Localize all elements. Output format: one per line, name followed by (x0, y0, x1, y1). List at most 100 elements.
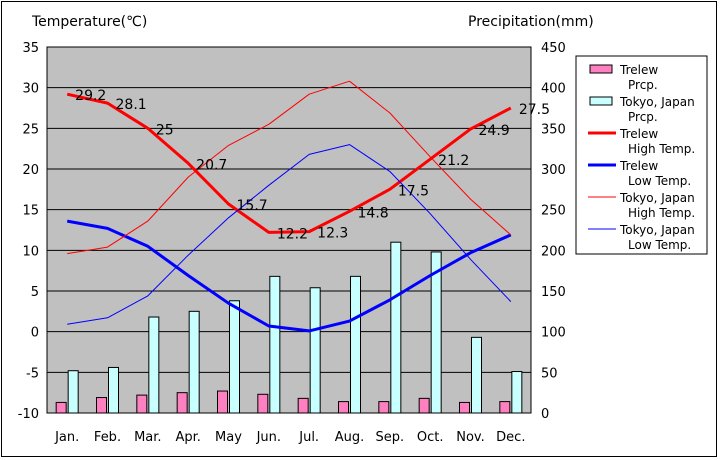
left-tick-label: 25 (22, 122, 39, 137)
temp-line (67, 144, 512, 325)
right-tick-label: 0 (541, 407, 549, 422)
precip-bar (148, 316, 160, 414)
precip-bar (108, 366, 119, 414)
precip-bar (390, 241, 402, 414)
data-label: 21.2 (438, 153, 469, 169)
precip-bar (338, 401, 349, 414)
x-tick-label: Oct. (417, 430, 444, 445)
right-tick-label: 150 (541, 285, 566, 300)
precip-bar (96, 397, 107, 414)
legend-label: Prcp. (628, 110, 658, 124)
x-tick-label: Mar. (134, 430, 161, 445)
precip-bar (418, 397, 430, 414)
data-label: 14.8 (358, 205, 389, 221)
x-tick-label: Jul. (298, 430, 319, 445)
legend-label: Trelew (619, 63, 658, 77)
x-tick-label: Dec. (496, 430, 525, 445)
x-tick-label: Apr. (175, 430, 200, 445)
right-axis-ticks: 450 400 350 300 250 200 150 100 50 0 (541, 41, 566, 422)
precip-bar (55, 401, 67, 414)
left-tick-label: 20 (22, 163, 39, 178)
x-tick-label: May (215, 430, 242, 445)
precip-bar (350, 275, 361, 414)
x-axis-ticks: Jan. Feb. Mar. Apr. May Jun. Jul. Aug. Sep. Oct. N… (54, 430, 525, 445)
plot-border (46, 46, 532, 414)
data-label: 17.5 (398, 183, 429, 199)
left-tick-label: 35 (22, 41, 39, 56)
right-tick-label: 100 (541, 326, 566, 341)
right-tick-label: 200 (541, 244, 566, 259)
precip-bar (217, 390, 228, 414)
legend-label: Tokyo, Japan (619, 95, 695, 109)
legend-label: Low Temp. (628, 238, 691, 252)
precip-bar (269, 275, 281, 414)
right-axis-title: Precipitation(mm) (468, 14, 594, 30)
legend-label: Tokyo, Japan (619, 191, 695, 205)
precip-bar (309, 287, 321, 414)
x-tick-label: Jun. (256, 430, 281, 445)
x-tick-label: Nov. (456, 430, 485, 445)
precip-bar (176, 392, 188, 414)
precip-bar (257, 393, 269, 414)
precip-bar (459, 401, 470, 414)
precip-bar (297, 397, 309, 414)
data-label: 12.2 (277, 226, 308, 242)
legend-label: Prcp. (628, 78, 658, 92)
right-tick-label: 450 (541, 41, 566, 56)
temp-line (66, 219, 512, 333)
precip-bar (67, 370, 79, 414)
right-tick-label: 300 (541, 163, 566, 178)
precip-bar (378, 401, 390, 414)
temperature-lines (66, 80, 512, 333)
legend-label: High Temp. (628, 142, 695, 156)
data-label: 12.3 (317, 226, 348, 242)
data-label: 28.1 (116, 97, 147, 113)
data-label: 27.5 (519, 102, 550, 118)
left-tick-label: 10 (22, 244, 39, 259)
legend-swatch (589, 64, 613, 74)
data-labels: 29.2 28.1 25 20.7 15.7 12.2 12.3 14.8 17.5 21.2 24… (75, 88, 550, 242)
precip-bar (471, 336, 482, 414)
x-tick-label: Sep. (376, 430, 405, 445)
legend-swatch (589, 96, 613, 106)
precip-bar (511, 371, 523, 414)
right-tick-label: 400 (541, 82, 566, 97)
left-tick-label: 0 (31, 326, 39, 341)
left-tick-label: -5 (26, 366, 39, 381)
temp-line (66, 92, 512, 234)
left-tick-label: 15 (22, 204, 39, 219)
left-tick-label: -10 (18, 407, 39, 422)
left-tick-label: 30 (22, 82, 39, 97)
right-tick-label: 250 (541, 204, 566, 219)
precip-bar (136, 394, 148, 414)
x-tick-label: Jan. (54, 430, 79, 445)
x-tick-label: Feb. (94, 430, 121, 445)
data-label: 29.2 (75, 88, 106, 104)
legend-label: High Temp. (628, 206, 695, 220)
precip-bar (499, 401, 511, 414)
right-tick-label: 350 (541, 122, 566, 137)
left-axis-ticks: 35 30 25 20 15 10 5 0 -5 -10 (18, 41, 39, 422)
legend-box (575, 55, 708, 255)
temp-line (67, 80, 512, 255)
data-label: 24.9 (479, 123, 510, 139)
right-tick-label: 50 (541, 366, 558, 381)
data-label: 20.7 (196, 157, 227, 173)
data-label: 15.7 (237, 198, 268, 214)
legend-label: Trelew (619, 127, 658, 141)
precip-bar (188, 310, 200, 414)
precip-bar (430, 251, 442, 414)
precipitation-bars (55, 241, 523, 414)
data-label: 25 (156, 122, 174, 138)
left-axis-title: Temperature(℃) (31, 14, 147, 30)
legend-label: Trelew (619, 159, 658, 173)
legend-label: Low Temp. (628, 174, 691, 188)
legend-label: Tokyo, Japan (619, 223, 695, 237)
plot-area (47, 47, 531, 413)
precip-bar (229, 300, 240, 414)
x-tick-label: Aug. (335, 430, 365, 445)
left-tick-label: 5 (31, 285, 39, 300)
